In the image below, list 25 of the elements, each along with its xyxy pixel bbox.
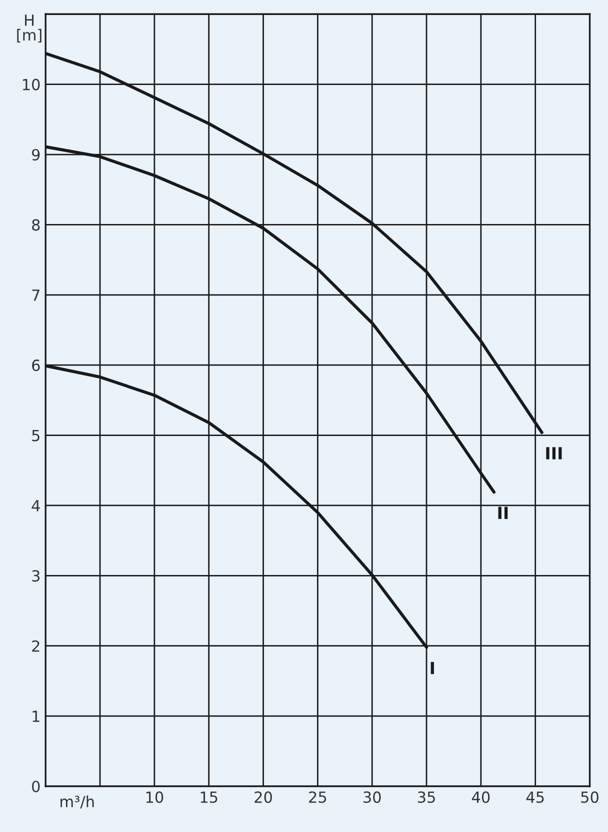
x-tick-label: 50 (581, 791, 598, 803)
y-tick-label: 7 (32, 290, 40, 301)
x-tick-label: 15 (200, 792, 218, 803)
y-tick-label: 3 (32, 570, 40, 582)
y-tick-label: 2 (32, 640, 40, 652)
y-tick-label: 5 (32, 430, 40, 442)
x-tick-label: 20 (254, 791, 272, 803)
x-tick-label: 10 (146, 791, 164, 803)
y-tick-label: 1 (32, 710, 40, 722)
x-tick-label: 40 (472, 791, 490, 803)
series-label: III (546, 447, 562, 460)
x-tick-label: 30 (364, 791, 381, 803)
y-tick-label: 9 (32, 148, 40, 161)
y-tick-label: 8 (32, 219, 40, 231)
y-tick-label: 10 (22, 78, 40, 90)
x-tick-label: 25 (309, 791, 326, 803)
series-label: II (498, 506, 508, 519)
x-tick-label: 45 (526, 792, 544, 803)
x-tick-label: 35 (418, 791, 435, 803)
series-label: I (430, 662, 434, 674)
x-axis-title: m³/h (60, 796, 94, 809)
y-tick-label: 0 (32, 780, 40, 792)
y-axis-title: H [m] (17, 14, 42, 43)
y-tick-label: 6 (32, 360, 40, 372)
y-tick-label: 4 (32, 500, 40, 512)
